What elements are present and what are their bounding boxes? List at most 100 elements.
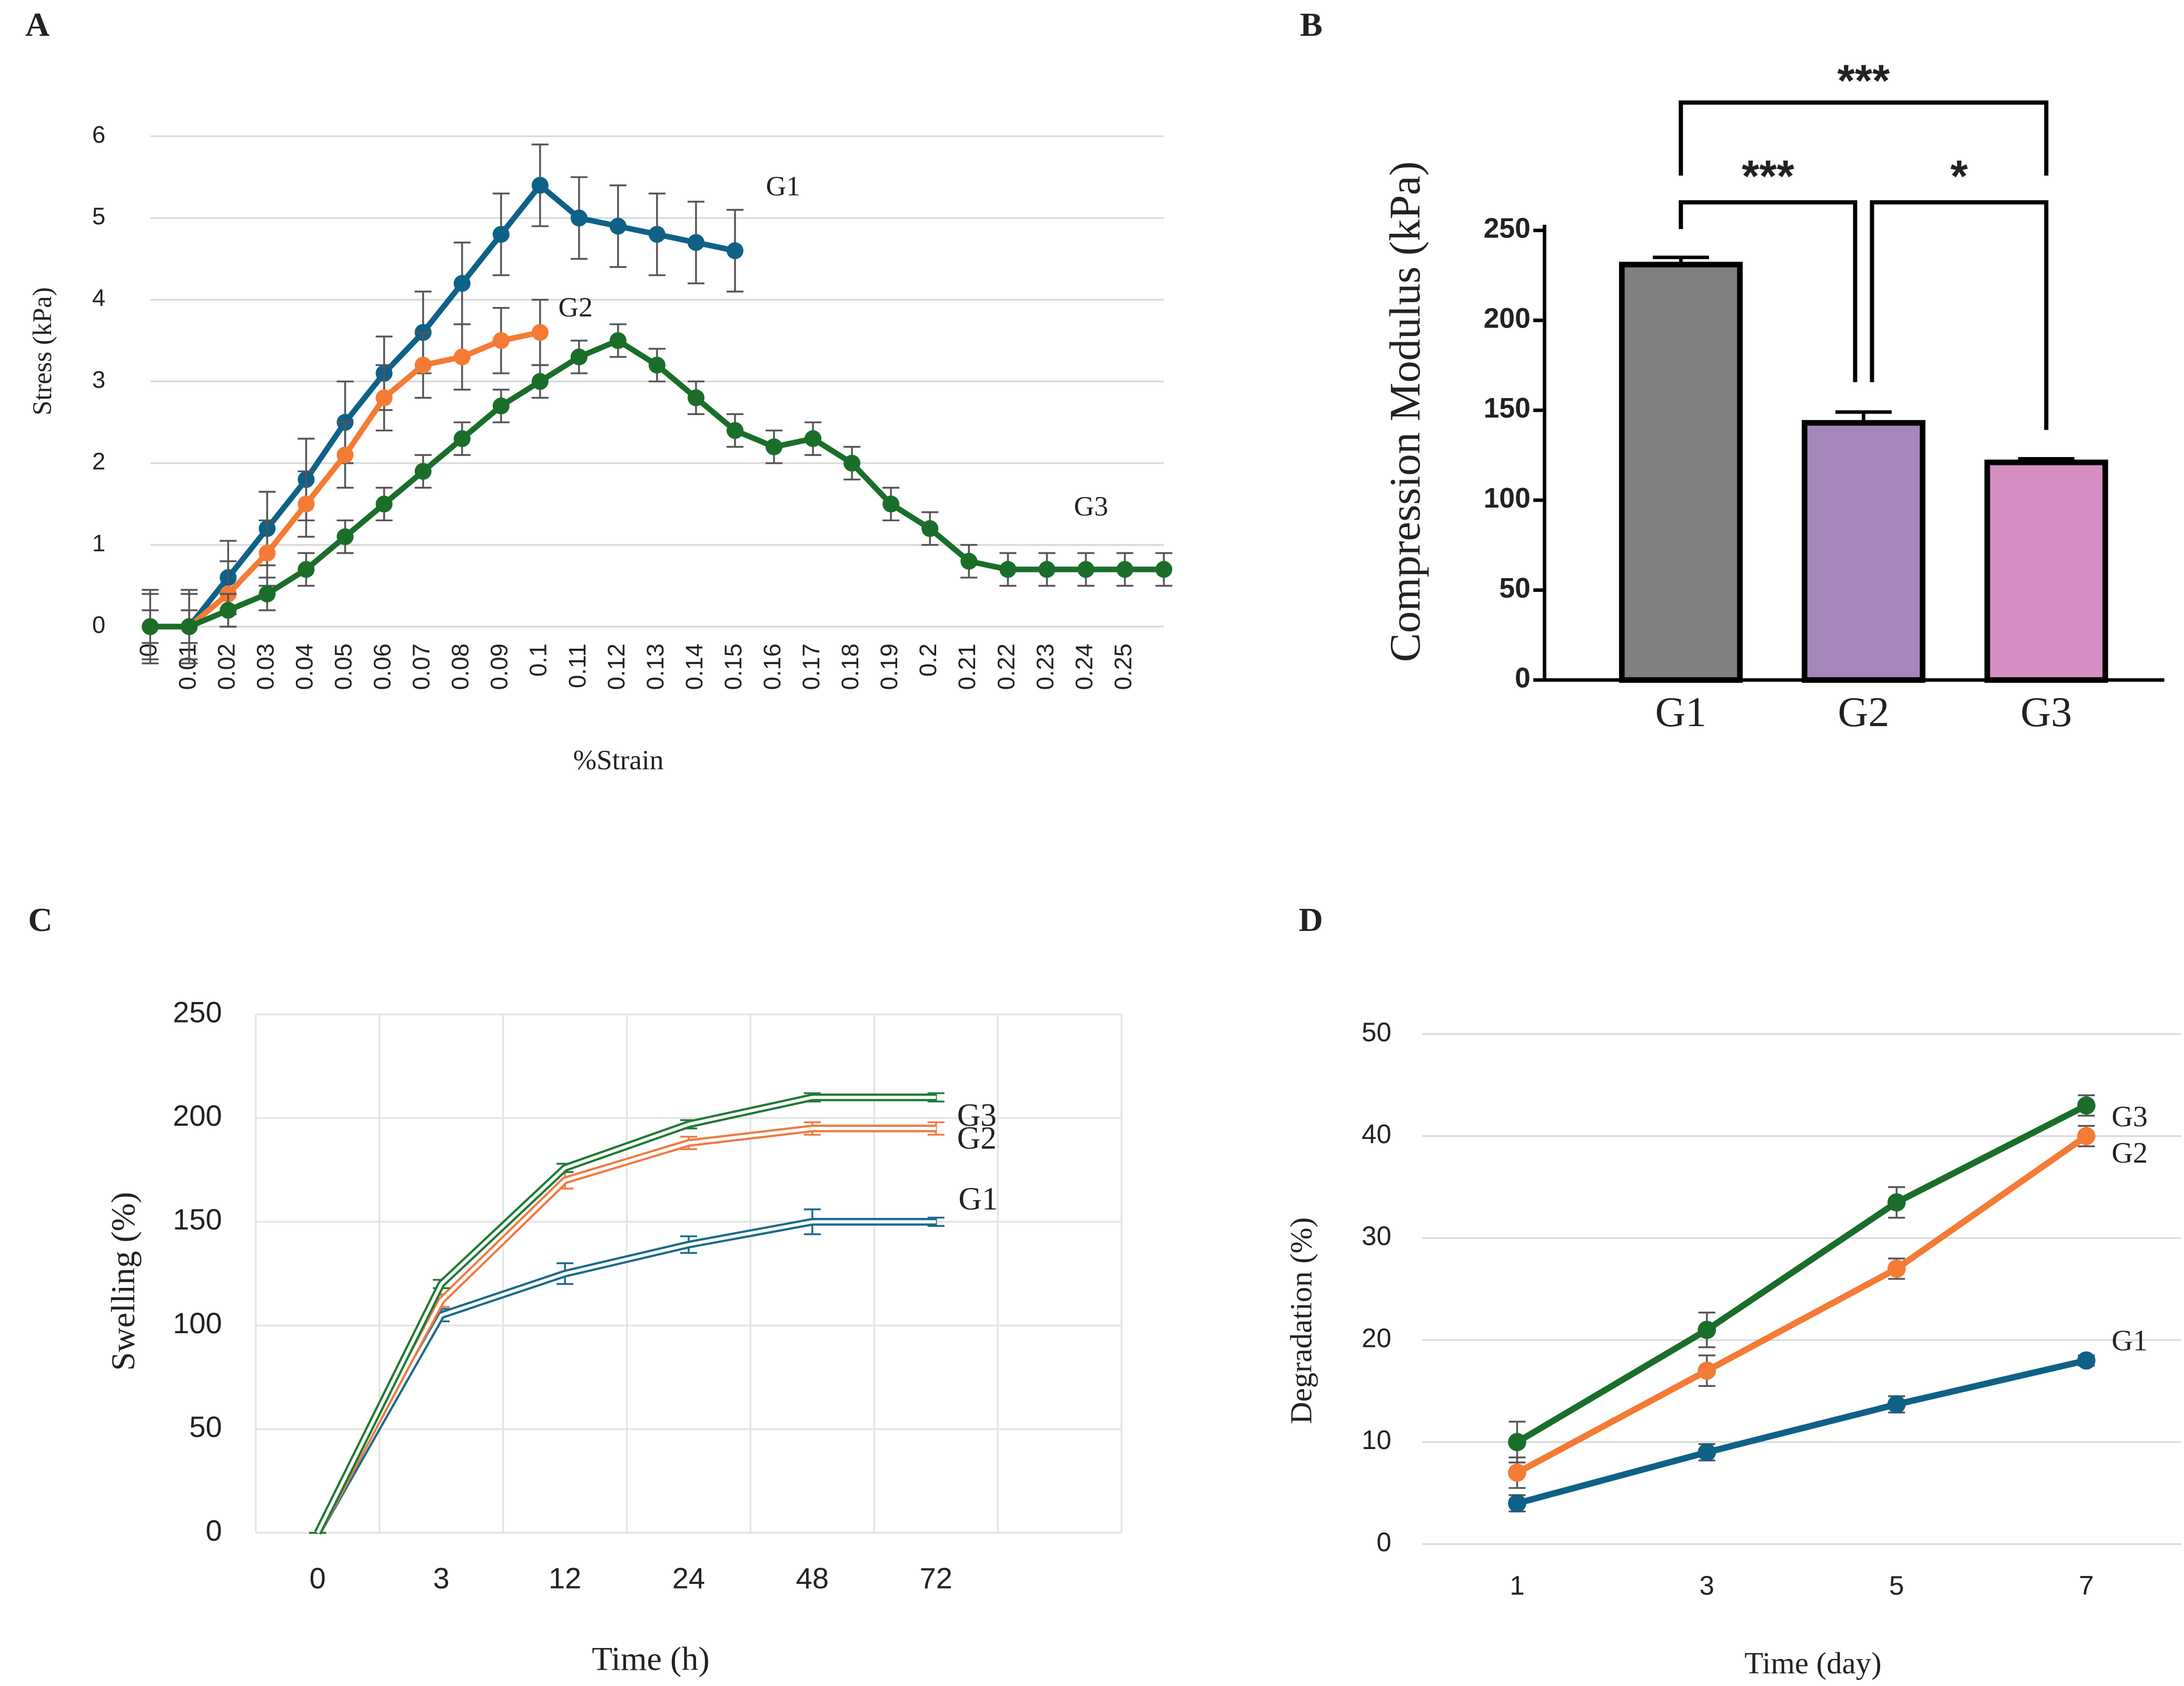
y-tick-label: 6	[92, 121, 105, 148]
y-tick-label: 0	[1515, 663, 1531, 694]
series-line-inner	[316, 1127, 936, 1534]
x-tick-label: G3	[2020, 689, 2072, 736]
x-tick-label: 0.08	[447, 643, 474, 690]
x-tick-label: 12	[549, 1562, 581, 1595]
point	[297, 495, 315, 513]
series-line	[1515, 1133, 2088, 1476]
point	[570, 348, 588, 365]
x-tick-label: 24	[672, 1562, 705, 1595]
panel: A 0 1 2 3 4 5 6 0 0.01 0.02 0.03 0.04 0.05 0.06 0.07 0.0…	[25, 6, 1173, 776]
y-axis-label: Swelling (%)	[104, 1192, 142, 1371]
x-tick-label: 0.09	[486, 643, 513, 690]
x-axis-label: %Strain	[573, 744, 663, 776]
x-tick-label: 0	[310, 1562, 326, 1595]
panel-label: D	[1298, 901, 1323, 938]
significance-label: ***	[1838, 56, 1890, 106]
y-tick-label: 30	[1362, 1221, 1391, 1251]
x-tick-label: 0.06	[369, 643, 396, 690]
x-tick-label: 48	[796, 1562, 829, 1595]
point	[1697, 1443, 1716, 1462]
series-label: G1	[2112, 1325, 2148, 1357]
point	[297, 561, 315, 578]
point	[453, 348, 471, 365]
point	[181, 618, 198, 636]
y-tick-label: 1	[92, 530, 105, 557]
point	[259, 544, 276, 562]
point	[1508, 1494, 1526, 1513]
y-tick-label: 150	[1484, 393, 1531, 424]
panel: D 0 10 20 30 40 50 1 3 5 7 Time (day) Degradation (%…	[1284, 901, 2181, 1680]
point	[805, 430, 822, 448]
y-axis-label: Stress (kPa)	[27, 287, 57, 415]
point	[1887, 1193, 1906, 1212]
y-tick-label: 5	[92, 203, 105, 230]
point	[921, 520, 939, 537]
significance-label: ***	[1742, 152, 1794, 202]
series-label: G1	[958, 1181, 998, 1217]
point	[1077, 561, 1095, 578]
point	[570, 210, 588, 227]
point	[1697, 1321, 1716, 1340]
point	[882, 495, 900, 513]
y-tick-label: 3	[92, 366, 105, 393]
x-tick-label: 0.14	[681, 643, 708, 690]
x-tick-label: 0.19	[876, 643, 902, 690]
x-tick-label: 0.02	[213, 643, 240, 690]
significance-bracket	[1679, 100, 2049, 176]
point	[414, 356, 432, 374]
x-tick-label: 0.04	[291, 643, 317, 690]
bar	[1619, 262, 1743, 683]
series-label: G1	[766, 170, 800, 202]
y-tick-label: 40	[1362, 1119, 1391, 1149]
point	[336, 447, 354, 464]
point	[1508, 1463, 1526, 1482]
point	[1887, 1259, 1906, 1278]
point	[453, 275, 471, 292]
x-tick-label: G2	[1838, 689, 1889, 736]
series-line-inner	[316, 1096, 936, 1534]
point	[687, 389, 704, 406]
y-tick-label: 50	[1499, 573, 1530, 604]
x-tick-label: 0.11	[564, 643, 591, 688]
point	[531, 373, 549, 390]
x-axis-label: Time (day)	[1744, 1646, 1881, 1680]
y-tick-label: 0	[1376, 1527, 1391, 1557]
panel: C 0 50 100 150 200 250 0 3 12 24 48 72 Time (h) Swelli…	[28, 901, 1123, 1677]
x-tick-label: 0.17	[798, 643, 825, 690]
x-tick-label: 0	[135, 643, 162, 657]
point	[492, 398, 510, 415]
series-line	[150, 182, 736, 630]
panel: B 0 50 100 150 200 250 G1 G2 G3 Compression Modulu…	[1300, 6, 2165, 736]
series-label: G2	[558, 291, 592, 323]
y-tick-label: 150	[173, 1203, 222, 1236]
point	[375, 389, 393, 406]
x-tick-label: 0.01	[174, 643, 201, 690]
point	[1116, 561, 1134, 578]
x-tick-label: 0.22	[992, 643, 1019, 690]
series-line	[1516, 1357, 2087, 1506]
series-line-inner	[316, 1220, 936, 1534]
point	[2077, 1096, 2096, 1115]
x-tick-label: 0.25	[1109, 643, 1136, 690]
x-tick-label: 3	[433, 1562, 450, 1595]
point	[531, 176, 549, 194]
series-label: G2	[957, 1120, 997, 1156]
y-tick-label: 20	[1362, 1323, 1391, 1353]
x-axis-label: Time (h)	[592, 1640, 710, 1677]
significance-label: *	[1950, 152, 1968, 202]
point	[1887, 1395, 1906, 1414]
series-line	[1515, 1103, 2088, 1445]
point	[259, 585, 276, 603]
point	[648, 226, 666, 243]
x-tick-label: 0.05	[330, 643, 356, 690]
point	[648, 356, 666, 374]
x-tick-label: 3	[1700, 1571, 1714, 1601]
x-tick-label: 0.03	[252, 643, 279, 690]
y-tick-label: 100	[1484, 483, 1531, 514]
y-tick-label: 0	[206, 1514, 222, 1547]
y-tick-label: 100	[173, 1306, 222, 1340]
y-tick-label: 50	[189, 1410, 222, 1443]
bar	[1801, 420, 1925, 683]
